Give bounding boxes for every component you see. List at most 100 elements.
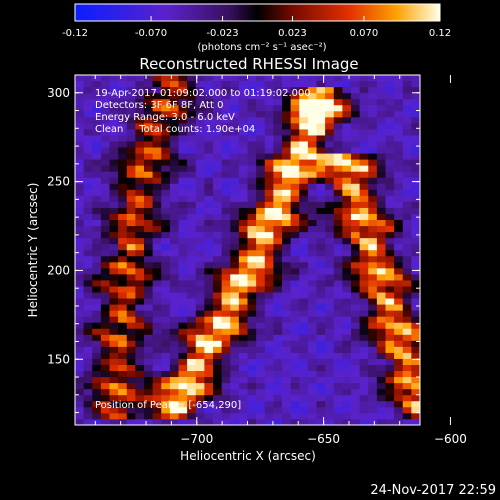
heatmap-cell (161, 286, 171, 293)
heatmap-cell (273, 418, 283, 425)
heatmap-cell (299, 183, 309, 190)
heatmap-cell (161, 243, 171, 251)
heatmap-cell (169, 183, 179, 190)
heatmap-cell (213, 370, 223, 378)
heatmap-cell (144, 171, 154, 178)
heatmap-cell (316, 231, 326, 239)
heatmap-cell (290, 243, 300, 251)
heatmap-cell (135, 231, 145, 239)
heatmap-cell (152, 147, 162, 154)
heatmap-cell (351, 346, 361, 353)
heatmap-cell (152, 171, 162, 178)
heatmap-cell (100, 267, 110, 275)
heatmap-cell (195, 418, 205, 425)
heatmap-cell (247, 219, 257, 227)
heatmap-cell (109, 135, 119, 142)
heatmap-cell (178, 243, 188, 251)
heatmap-cell (213, 183, 223, 190)
heatmap-cell (394, 334, 404, 341)
heatmap-cell (135, 243, 145, 251)
heatmap-cell (385, 255, 395, 263)
heatmap-cell (144, 280, 154, 287)
heatmap-cell (256, 195, 266, 202)
heatmap-cell (178, 86, 188, 94)
heatmap-cell (161, 177, 171, 184)
heatmap-cell (368, 310, 378, 317)
heatmap (75, 75, 420, 425)
heatmap-cell (118, 147, 128, 154)
heatmap-cell (316, 292, 326, 299)
heatmap-cell (342, 116, 352, 124)
heatmap-cell (385, 400, 395, 408)
heatmap-cell (290, 189, 300, 196)
heatmap-cell (376, 280, 386, 287)
heatmap-cell (402, 147, 412, 154)
heatmap-cell (187, 86, 197, 94)
heatmap-cell (376, 358, 386, 365)
heatmap-cell (221, 346, 231, 353)
heatmap-cell (195, 207, 205, 214)
heatmap-cell (118, 267, 128, 275)
heatmap-cell (221, 316, 231, 323)
heatmap-cell (247, 141, 257, 148)
heatmap-cell (273, 364, 283, 372)
heatmap-cell (118, 189, 128, 196)
heatmap-cell (264, 110, 274, 118)
heatmap-cell (92, 92, 102, 100)
heatmap-cell (351, 304, 361, 311)
heatmap-cell (178, 98, 188, 106)
heatmap-cell (92, 328, 102, 335)
heatmap-cell (118, 352, 128, 359)
heatmap-cell (126, 159, 136, 166)
heatmap-cell (342, 273, 352, 281)
heatmap-cell (368, 219, 378, 227)
heatmap-cell (238, 406, 248, 414)
heatmap-cell (359, 86, 369, 94)
heatmap-cell (351, 183, 361, 190)
heatmap-cell (342, 340, 352, 347)
heatmap-cell (264, 310, 274, 317)
heatmap-cell (75, 75, 85, 82)
heatmap-cell (333, 346, 343, 353)
heatmap-cell (264, 376, 274, 384)
heatmap-cell (402, 261, 412, 269)
heatmap-cell (368, 322, 378, 329)
heatmap-cell (385, 412, 395, 420)
heatmap-cell (92, 237, 102, 245)
heatmap-cell (376, 334, 386, 341)
heatmap-cell (368, 237, 378, 245)
heatmap-cell (92, 418, 102, 425)
heatmap-cell (411, 195, 420, 202)
heatmap-cell (195, 195, 205, 202)
heatmap-cell (394, 201, 404, 208)
heatmap-cell (161, 116, 171, 124)
heatmap-cell (368, 388, 378, 396)
heatmap-cell (351, 225, 361, 233)
heatmap-cell (411, 286, 420, 293)
heatmap-cell (264, 340, 274, 347)
heatmap-cell (161, 189, 171, 196)
heatmap-cell (221, 75, 231, 82)
heatmap-cell (359, 195, 369, 202)
heatmap-cell (368, 213, 378, 221)
heatmap-cell (135, 280, 145, 287)
heatmap-cell (126, 195, 136, 202)
heatmap-cell (247, 406, 257, 414)
heatmap-cell (394, 388, 404, 396)
heatmap-cell (169, 110, 179, 118)
heatmap-cell (282, 141, 292, 148)
heatmap-cell (126, 394, 136, 402)
heatmap-cell (126, 412, 136, 420)
heatmap-cell (325, 328, 335, 335)
heatmap-cell (161, 328, 171, 335)
heatmap-cell (161, 280, 171, 287)
heatmap-cell (411, 358, 420, 365)
heatmap-cell (402, 75, 412, 82)
heatmap-cell (204, 334, 214, 341)
heatmap-cell (247, 400, 257, 408)
heatmap-cell (187, 340, 197, 347)
heatmap-cell (411, 412, 420, 420)
heatmap-cell (351, 280, 361, 287)
heatmap-cell (273, 201, 283, 208)
